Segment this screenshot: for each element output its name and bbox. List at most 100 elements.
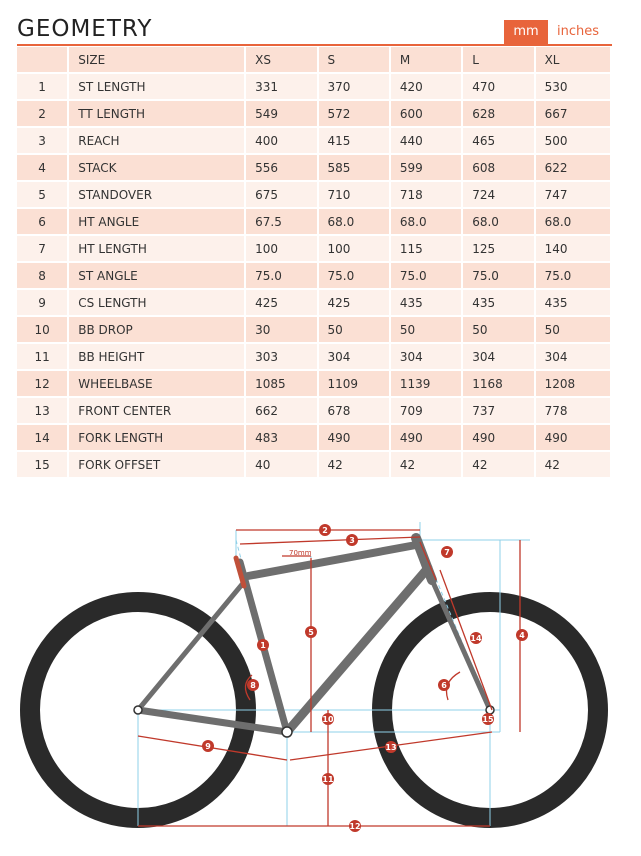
measurement-value: 678 — [317, 397, 391, 425]
measurement-value: 50 — [462, 316, 536, 344]
measurement-value: 440 — [389, 127, 464, 155]
table-row: 6 HT ANGLE 67.5 68.0 68.0 68.0 68.0 — [17, 208, 613, 236]
svg-text:6: 6 — [441, 681, 447, 690]
row-number: 15 — [17, 451, 70, 479]
svg-text:7: 7 — [444, 548, 450, 557]
measurement-name: ST ANGLE — [68, 262, 247, 290]
measurement-value: 600 — [389, 100, 464, 128]
svg-text:12: 12 — [349, 822, 360, 831]
marker-9: 9 — [202, 740, 214, 752]
measurement-value: 628 — [462, 100, 536, 128]
measurement-value: 737 — [462, 397, 536, 425]
measurement-name: BB DROP — [68, 316, 247, 344]
marker-4: 4 — [516, 629, 528, 641]
bottom-bracket — [281, 726, 293, 738]
measurement-value: 710 — [317, 181, 391, 209]
measurement-value: 75.0 — [317, 262, 391, 290]
table-row: 4 STACK 556 585 599 608 622 — [17, 154, 613, 182]
measurement-value: 100 — [245, 235, 319, 263]
row-number: 1 — [17, 73, 70, 101]
measurement-value: 303 — [245, 343, 319, 371]
marker-7: 7 — [441, 546, 453, 558]
measurement-value: 304 — [317, 343, 391, 371]
bike-geometry-diagram: 70mm 1 2 3 4 5 6 7 8 9 10 11 12 13 14 15 — [20, 522, 608, 832]
svg-text:3: 3 — [349, 536, 355, 545]
unit-mm-button[interactable]: mm — [504, 20, 548, 44]
marker-2: 2 — [319, 524, 331, 536]
measurement-value: 465 — [462, 127, 536, 155]
table-row: 5 STANDOVER 675 710 718 724 747 — [17, 181, 613, 209]
svg-text:4: 4 — [519, 631, 525, 640]
measurement-value: 75.0 — [389, 262, 464, 290]
measurement-value: 68.0 — [389, 208, 464, 236]
row-number: 14 — [17, 424, 70, 452]
row-number: 11 — [17, 343, 70, 371]
table-row: 10 BB DROP 30 50 50 50 50 — [17, 316, 613, 344]
measurement-value: 304 — [389, 343, 464, 371]
geometry-table: SIZE XS S M L XL 1 ST LENGTH 331 370 420 470 5… — [17, 47, 613, 479]
measurement-value: 42 — [462, 451, 536, 479]
table-row: 7 HT LENGTH 100 100 115 125 140 — [17, 235, 613, 263]
measurement-value: 747 — [534, 181, 613, 209]
row-number: 5 — [17, 181, 70, 209]
measurement-value: 68.0 — [462, 208, 536, 236]
measurement-value: 435 — [534, 289, 613, 317]
row-number: 2 — [17, 100, 70, 128]
measurement-value: 50 — [389, 316, 464, 344]
measurement-value: 608 — [462, 154, 536, 182]
measurement-value: 470 — [462, 73, 536, 101]
row-number: 3 — [17, 127, 70, 155]
measurement-value: 585 — [317, 154, 391, 182]
measurement-value: 50 — [534, 316, 613, 344]
page-title: GEOMETRY — [17, 16, 153, 42]
row-number: 7 — [17, 235, 70, 263]
measurement-name: STACK — [68, 154, 247, 182]
measurement-value: 140 — [534, 235, 613, 263]
measurement-value: 667 — [534, 100, 613, 128]
marker-15: 15 — [482, 713, 494, 725]
top-tube — [244, 541, 420, 580]
row-number: 6 — [17, 208, 70, 236]
measurement-value: 549 — [245, 100, 319, 128]
measurement-name: FORK OFFSET — [68, 451, 247, 479]
column-header: XS — [245, 47, 319, 74]
measurement-value: 490 — [389, 424, 464, 452]
measurement-value: 1208 — [534, 370, 613, 398]
measurement-value: 304 — [462, 343, 536, 371]
table-row: 8 ST ANGLE 75.0 75.0 75.0 75.0 75.0 — [17, 262, 613, 290]
column-header: L — [462, 47, 536, 74]
measurement-value: 75.0 — [462, 262, 536, 290]
head-tube — [411, 533, 437, 585]
unit-inches-button[interactable]: inches — [557, 24, 600, 39]
dimension-markers: 1 2 3 4 5 6 7 8 9 10 11 12 13 14 15 — [202, 524, 528, 832]
marker-6: 6 — [438, 679, 450, 691]
measurement-name: BB HEIGHT — [68, 343, 247, 371]
measurement-value: 68.0 — [534, 208, 613, 236]
measurement-value: 75.0 — [534, 262, 613, 290]
measurement-value: 370 — [317, 73, 391, 101]
svg-text:8: 8 — [250, 681, 256, 690]
marker-12: 12 — [349, 820, 361, 832]
measurement-value: 556 — [245, 154, 319, 182]
measurement-value: 622 — [534, 154, 613, 182]
measurement-value: 68.0 — [317, 208, 391, 236]
marker-14: 14 — [470, 632, 482, 644]
measurement-name: HT LENGTH — [68, 235, 247, 263]
measurement-value: 483 — [245, 424, 319, 452]
row-number: 8 — [17, 262, 70, 290]
svg-text:2: 2 — [322, 526, 328, 535]
measurement-value: 415 — [317, 127, 391, 155]
table-row: 15 FORK OFFSET 40 42 42 42 42 — [17, 451, 613, 479]
measurement-value: 490 — [462, 424, 536, 452]
measurement-value: 42 — [389, 451, 464, 479]
marker-1: 1 — [257, 639, 269, 651]
marker-10: 10 — [322, 713, 334, 725]
measurement-value: 420 — [389, 73, 464, 101]
measurement-value: 490 — [534, 424, 613, 452]
measurement-name: REACH — [68, 127, 247, 155]
measurement-value: 425 — [245, 289, 319, 317]
measurement-value: 490 — [317, 424, 391, 452]
row-number: 10 — [17, 316, 70, 344]
marker-11: 11 — [322, 773, 334, 785]
row-number: 13 — [17, 397, 70, 425]
